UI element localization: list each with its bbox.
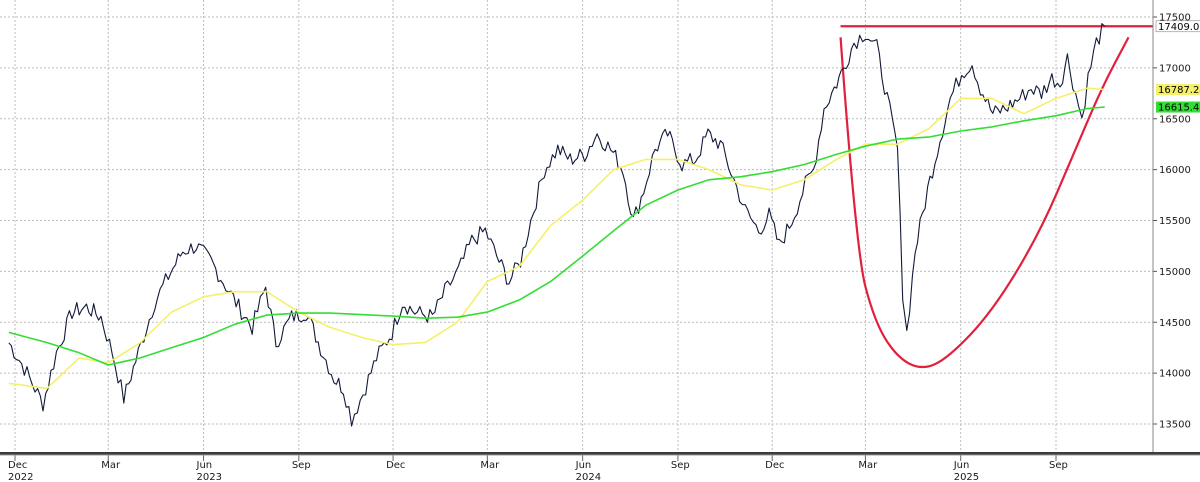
value-tag-text: 17409.039 [1158,22,1200,33]
x-tick-month: Sep [1049,460,1068,471]
grid [0,0,1153,452]
y-tick-label: 15500 [1159,216,1191,227]
y-tick-label: 14500 [1159,318,1191,329]
value-tag-box [1155,20,1200,33]
series-value-tag: 16615.447 [1156,101,1200,114]
value-tag-text: 16787.242 [1158,85,1200,96]
price-series-line [8,23,1106,427]
annotations [839,25,1153,369]
x-tick-month: Dec [386,460,405,471]
x-tick-month: Sep [292,460,311,471]
y-tick-label: 17500 [1159,13,1191,24]
moving-average-line-2 [8,106,1105,366]
y-tick-label: 17000 [1159,63,1191,74]
x-tick-month: Mar [858,460,878,471]
series [8,23,1106,427]
cup-curve-annotation [839,36,1130,369]
x-tick-month: Mar [101,460,121,471]
x-tick-month: Jun [196,460,213,471]
x-tick-month: Mar [480,460,500,471]
y-tick-label: 16000 [1159,165,1191,176]
x-tick-month: Sep [671,460,690,471]
x-tick-year: 2025 [954,472,979,482]
x-tick-year: 2024 [576,472,601,482]
x-tick-year: 2022 [8,472,33,482]
x-tick-year: 2023 [197,472,222,482]
series-value-tag: 17409.039 [1155,20,1200,33]
x-axis-band [0,452,1200,455]
value-tag-box [1156,84,1200,96]
y-tick-label: 14000 [1159,369,1191,380]
moving-average-line-1 [8,87,1105,390]
value-tag-text: 16615.447 [1158,103,1200,114]
y-tick-label: 16500 [1159,114,1191,125]
x-tick-month: Dec [8,460,27,471]
value-tag-box [1156,101,1200,113]
series-value-tag: 16787.242 [1156,84,1200,96]
x-tick-month: Dec [765,460,784,471]
x-tick-month: Jun [575,460,592,471]
y-tick-label: 15000 [1159,267,1191,278]
y-tick-label: 13500 [1159,420,1191,431]
x-tick-month: Jun [953,460,970,471]
